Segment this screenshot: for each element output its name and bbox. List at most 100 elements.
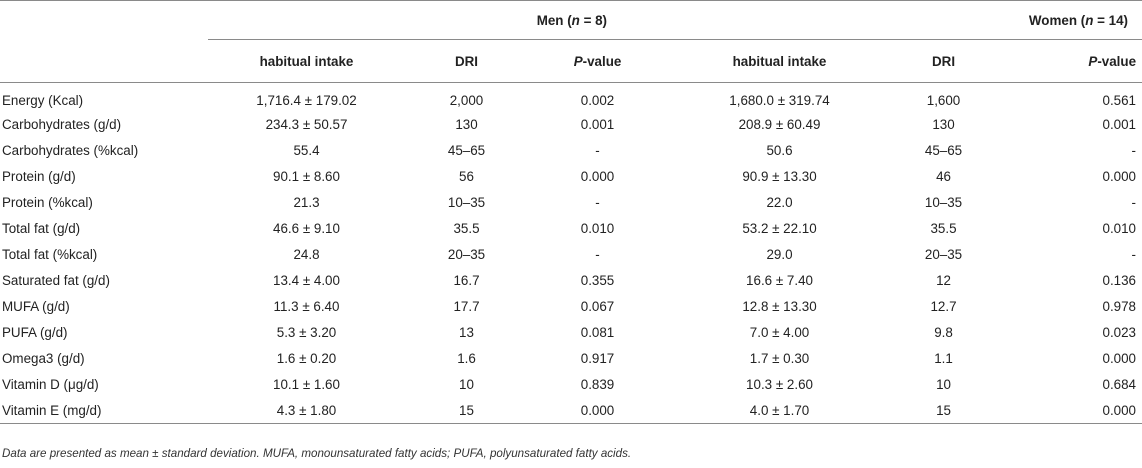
men-dri-cell: 10–35 (447, 194, 486, 210)
men-intake-cell: 1,716.4 ± 179.02 (256, 92, 357, 108)
men-pvalue-cell: 0.001 (580, 116, 615, 132)
women-intake-header: habitual intake (667, 39, 893, 83)
women-intake-cell: 53.2 ± 22.10 (742, 220, 817, 236)
men-dri-cell: 13 (459, 324, 474, 340)
table-row: Protein (%kcal) 21.3 10–35 - 22.0 10–35 … (0, 189, 1142, 215)
men-dri-cell: 20–35 (447, 246, 486, 262)
men-group-n: n (571, 12, 580, 28)
men-dri-cell: 56 (459, 168, 474, 184)
women-pvalue-header: P-value (995, 39, 1142, 83)
table-row: Vitamin D (μg/d) 10.1 ± 1.60 10 0.839 10… (0, 371, 1142, 397)
column-header-row: habitual intake DRI P-value habitual int… (0, 39, 1142, 83)
men-dri-cell: 2,000 (449, 92, 484, 108)
women-pvalue-cell: 0.000 (995, 397, 1142, 424)
women-intake-cell: 1,680.0 ± 319.74 (729, 92, 830, 108)
men-intake-header: habitual intake (208, 39, 405, 83)
row-label: Omega3 (g/d) (2, 350, 85, 366)
table-row: Saturated fat (g/d) 13.4 ± 4.00 16.7 0.3… (0, 267, 1142, 293)
table-row: MUFA (g/d) 11.3 ± 6.40 17.7 0.067 12.8 ±… (0, 293, 1142, 319)
table-row: Omega3 (g/d) 1.6 ± 0.20 1.6 0.917 1.7 ± … (0, 345, 1142, 371)
women-intake-cell: 12.8 ± 13.30 (742, 298, 817, 314)
men-dri-cell: 16.7 (453, 272, 480, 288)
men-pvalue-cell: 0.002 (580, 92, 615, 108)
row-label: Vitamin E (mg/d) (0, 397, 208, 424)
men-pvalue-cell: 0.067 (580, 298, 615, 314)
women-pvalue-cell: 0.010 (1102, 220, 1137, 236)
women-group-n: n (1085, 12, 1094, 28)
men-pvalue-header: P-value (528, 39, 668, 83)
table-body: Energy (Kcal) 1,716.4 ± 179.02 2,000 0.0… (0, 83, 1142, 424)
women-dri-cell: 10 (936, 376, 951, 392)
row-label: Saturated fat (g/d) (2, 272, 110, 288)
men-pvalue-cell: - (595, 246, 600, 262)
men-pvalue-cell: 0.839 (580, 376, 615, 392)
nutrient-intake-table-container: Men (n = 8) Women (n = 14) habitual inta… (0, 0, 1142, 424)
men-intake-cell: 46.6 ± 9.10 (273, 220, 340, 236)
women-dri-cell: 20–35 (924, 246, 963, 262)
women-intake-cell: 4.0 ± 1.70 (667, 397, 893, 424)
men-pvalue-rest: -value (582, 53, 622, 69)
men-intake-cell: 21.3 (293, 194, 320, 210)
men-dri-cell: 1.6 (457, 350, 476, 366)
men-pvalue-cell: 0.000 (528, 397, 668, 424)
row-label: PUFA (g/d) (2, 324, 68, 340)
table-row: PUFA (g/d) 5.3 ± 3.20 13 0.081 7.0 ± 4.0… (0, 319, 1142, 345)
men-group-prefix: Men ( (536, 12, 572, 28)
women-pvalue-cell: 0.684 (1102, 376, 1137, 392)
women-dri-cell: 46 (936, 168, 951, 184)
men-dri-cell: 10 (459, 376, 474, 392)
women-pvalue-cell: - (1131, 194, 1137, 210)
men-pvalue-cell: 0.000 (580, 168, 615, 184)
women-pvalue-rest: -value (1097, 53, 1137, 69)
men-dri-cell: 45–65 (447, 142, 486, 158)
women-dri-cell: 45–65 (924, 142, 963, 158)
row-label: Total fat (%kcal) (2, 246, 98, 262)
men-pvalue-cell: 0.010 (580, 220, 615, 236)
table-row: Carbohydrates (g/d) 234.3 ± 50.57 130 0.… (0, 111, 1142, 137)
row-label: Protein (%kcal) (2, 194, 93, 210)
women-group-suffix: = 14) (1093, 12, 1129, 28)
corner-empty-cell (0, 0, 208, 40)
men-intake-cell: 4.3 ± 1.80 (208, 397, 405, 424)
row-label: Total fat (g/d) (2, 220, 81, 236)
label-column-header (0, 39, 208, 83)
nutrient-intake-table: Men (n = 8) Women (n = 14) habitual inta… (0, 0, 1142, 424)
women-dri-cell: 9.8 (934, 324, 953, 340)
women-intake-cell: 208.9 ± 60.49 (738, 116, 821, 132)
row-label: MUFA (g/d) (2, 298, 70, 314)
women-dri-cell: 1,600 (926, 92, 961, 108)
table-row: Energy (Kcal) 1,716.4 ± 179.02 2,000 0.0… (0, 83, 1142, 112)
men-dri-cell: 35.5 (453, 220, 480, 236)
men-pvalue-cell: 0.081 (580, 324, 615, 340)
women-intake-cell: 90.9 ± 13.30 (742, 168, 817, 184)
men-dri-cell: 17.7 (453, 298, 480, 314)
women-intake-cell: 7.0 ± 4.00 (749, 324, 810, 340)
women-group-prefix: Women ( (1028, 12, 1086, 28)
women-intake-cell: 1.7 ± 0.30 (749, 350, 810, 366)
men-pvalue-p: P (573, 53, 583, 69)
women-dri-cell: 130 (932, 116, 955, 132)
men-intake-cell: 55.4 (293, 142, 320, 158)
women-dri-cell: 35.5 (930, 220, 957, 236)
men-intake-cell: 24.8 (293, 246, 320, 262)
row-label: Protein (g/d) (2, 168, 76, 184)
men-intake-cell: 234.3 ± 50.57 (265, 116, 348, 132)
men-pvalue-cell: 0.917 (580, 350, 615, 366)
men-dri-cell: 130 (455, 116, 478, 132)
table-footnote: Data are presented as mean ± standard de… (2, 447, 632, 460)
row-label: Energy (Kcal) (2, 92, 84, 108)
women-pvalue-cell: 0.001 (1102, 116, 1137, 132)
men-group-header: Men (n = 8) (208, 0, 668, 40)
men-pvalue-cell: - (595, 142, 600, 158)
women-pvalue-cell: - (1131, 142, 1137, 158)
women-pvalue-cell: 0.023 (1102, 324, 1137, 340)
men-intake-cell: 90.1 ± 8.60 (273, 168, 340, 184)
women-intake-cell: 16.6 ± 7.40 (746, 272, 813, 288)
women-pvalue-cell: 0.978 (1102, 298, 1137, 314)
table-row: Total fat (%kcal) 24.8 20–35 - 29.0 20–3… (0, 241, 1142, 267)
women-pvalue-cell: 0.561 (1102, 92, 1137, 108)
men-dri-cell: 15 (405, 397, 528, 424)
women-pvalue-p: P (1088, 53, 1098, 69)
men-dri-header: DRI (405, 39, 528, 83)
women-group-header: Women (n = 14) (667, 0, 1142, 40)
